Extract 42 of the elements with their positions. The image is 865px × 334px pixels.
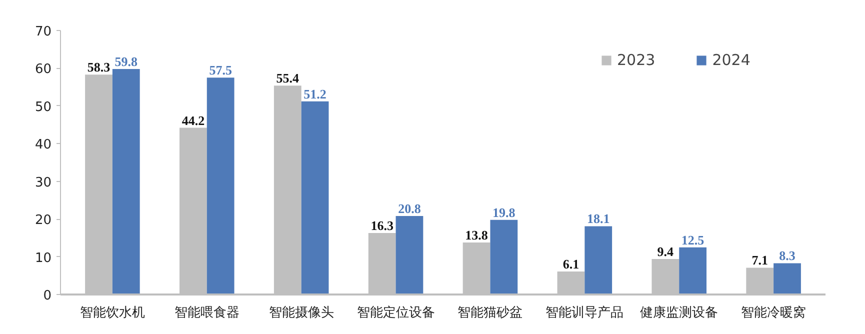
bar xyxy=(774,263,801,294)
data-label: 51.2 xyxy=(304,86,326,102)
bar xyxy=(584,226,612,294)
data-label: 8.3 xyxy=(779,248,796,264)
x-tick-label: 智能饮水机 xyxy=(80,306,145,320)
legend-label: 2024 xyxy=(712,51,750,69)
data-label: 57.5 xyxy=(209,62,232,78)
data-label: 55.4 xyxy=(276,70,300,86)
x-tick-label: 智能猫砂盆 xyxy=(458,306,523,320)
bar xyxy=(301,101,329,294)
data-label: 13.8 xyxy=(465,227,488,242)
y-tick-label: 30 xyxy=(34,175,52,190)
data-label: 44.2 xyxy=(182,112,205,128)
x-tick-label: 智能冷暖窝 xyxy=(741,304,806,320)
x-tick-label: 健康监测设备 xyxy=(640,306,718,320)
y-tick-label: 10 xyxy=(34,250,52,266)
legend-label: 2023 xyxy=(617,51,656,69)
bar xyxy=(396,216,424,294)
data-label: 16.3 xyxy=(370,218,394,234)
data-label: 18.1 xyxy=(586,211,610,226)
x-tick-label: 智能定位设备 xyxy=(356,306,435,320)
y-tick-label: 50 xyxy=(34,100,52,115)
bar xyxy=(206,78,234,294)
bar xyxy=(490,220,518,294)
x-tick-label: 智能喂食器 xyxy=(174,306,240,320)
y-tick-label: 40 xyxy=(34,138,52,153)
y-tick-label: 0 xyxy=(43,288,52,304)
x-tick-label: 智能摄像头 xyxy=(268,306,334,320)
y-tick-label: 20 xyxy=(34,213,52,228)
data-label: 19.8 xyxy=(492,204,516,220)
data-label: 6.1 xyxy=(562,256,580,272)
bar xyxy=(679,247,706,294)
data-label: 12.5 xyxy=(681,232,705,248)
y-tick-label: 60 xyxy=(34,62,52,78)
data-label: 9.4 xyxy=(657,244,674,260)
y-tick-label: 70 xyxy=(34,24,52,40)
data-label: 7.1 xyxy=(752,252,768,268)
x-tick-label: 智能训导产品 xyxy=(546,306,624,320)
data-label: 20.8 xyxy=(398,201,422,216)
data-label: 59.8 xyxy=(114,54,138,69)
bar xyxy=(112,68,140,294)
data-label: 58.3 xyxy=(87,60,111,75)
